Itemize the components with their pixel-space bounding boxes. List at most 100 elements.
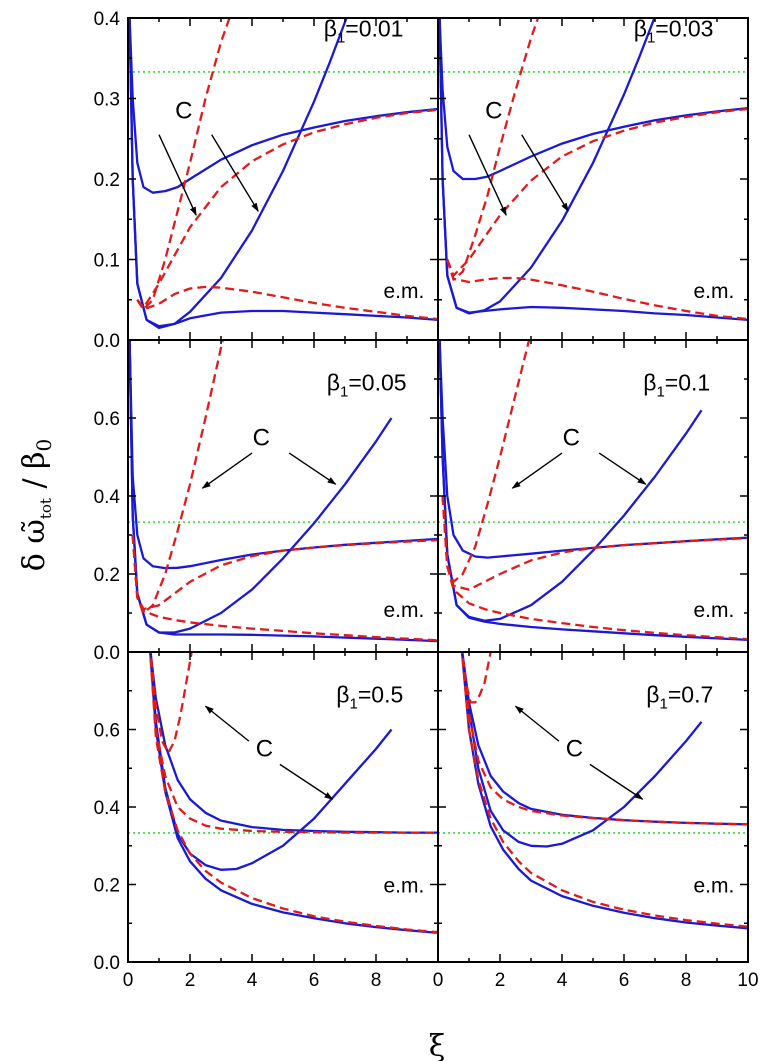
x-tick-label: 4 <box>557 970 568 991</box>
beta-symbol: β <box>327 370 340 396</box>
y-tick-label: 0.6 <box>94 409 120 430</box>
series-solid-upper <box>461 652 748 826</box>
em-label: e.m. <box>693 874 734 897</box>
y-tick-label: 0.6 <box>94 721 120 742</box>
x-tick-label: 2 <box>185 970 196 991</box>
series-dashed-em <box>446 259 748 321</box>
y-tick-label: 0.0 <box>94 331 120 352</box>
y-tick-label: 0.1 <box>94 251 120 272</box>
series-solid-parabola <box>461 652 703 848</box>
panel-label: β1=0.05 <box>327 370 407 401</box>
series-solid-parabola <box>128 18 348 330</box>
y-tick-label: 0.4 <box>94 798 121 819</box>
y-tick-label: 0.0 <box>94 643 120 664</box>
series-solid-upper <box>128 340 438 570</box>
beta-value: =0.5 <box>358 681 403 707</box>
panel-beta-0.5: 0.0 0.2 0.4 0.6 β1=0.5 Ce.m. <box>94 651 439 974</box>
beta-subscript: 1 <box>656 384 664 401</box>
annotation-arrow <box>589 763 644 800</box>
series-solid-parabola <box>438 18 656 315</box>
annotation-c: C <box>256 736 273 763</box>
series-dashed-upper <box>136 108 438 309</box>
beta-symbol: β <box>324 16 337 42</box>
beta-subscript: 1 <box>647 30 655 47</box>
beta-subscript: 1 <box>660 695 668 712</box>
annotation-arrow <box>204 705 250 742</box>
annotation-arrow <box>511 452 563 489</box>
y-tick-label: 0.2 <box>94 170 120 191</box>
annotation-arrow <box>598 452 647 485</box>
y-axis-label-main: δ ω̃ <box>17 519 52 571</box>
annotation-c: C <box>563 424 580 451</box>
annotation-arrow <box>521 134 569 212</box>
series-solid-upper <box>149 652 438 834</box>
panel-label: β1=0.01 <box>324 16 404 47</box>
x-tick-label: 6 <box>619 970 630 991</box>
panel-label: β1=0.5 <box>336 681 403 712</box>
y-tick-label: 0.4 <box>94 9 121 30</box>
beta-subscript: 1 <box>340 384 348 401</box>
em-label: e.m. <box>383 874 424 897</box>
series-dashed-upper <box>441 495 748 591</box>
series-dashed-steep <box>446 18 540 281</box>
beta-symbol: β <box>336 681 349 707</box>
annotation-arrow <box>201 452 253 489</box>
series-dashed-em <box>149 652 438 934</box>
series-dashed-upper <box>446 107 748 277</box>
annotation-c: C <box>175 98 192 125</box>
y-tick-label: 0.2 <box>94 876 120 897</box>
annotation-c: C <box>485 98 502 125</box>
series-solid-parabola <box>438 340 703 622</box>
series-solid-em <box>460 652 748 930</box>
series-solid-upper <box>128 18 438 194</box>
annotation-arrow <box>514 705 560 742</box>
em-label: e.m. <box>383 599 424 622</box>
beta-value: =0.7 <box>668 681 713 707</box>
x-tick-label: 0 <box>123 970 134 991</box>
y-axis-label: δ ω̃tot / β0 <box>17 439 56 571</box>
annotation-arrow <box>279 763 334 800</box>
beta-value: =0.05 <box>348 370 406 396</box>
panel-beta-0.1: β1=0.1 Ce.m. <box>437 339 749 653</box>
beta-value: =0.03 <box>655 16 713 42</box>
series-solid-em <box>438 18 748 322</box>
annotation-arrow <box>468 134 507 217</box>
series-solid-em <box>128 18 438 328</box>
series-solid-upper <box>438 18 748 181</box>
beta-symbol: β <box>634 16 647 42</box>
y-axis-label-rest: / β <box>17 452 52 499</box>
series-dashed-em <box>441 495 748 641</box>
beta-symbol: β <box>643 370 656 396</box>
y-tick-label: 0.2 <box>94 565 120 586</box>
series-dashed-em <box>136 285 438 321</box>
series-solid-em <box>128 340 438 643</box>
beta-subscript: 1 <box>337 30 345 47</box>
x-tick-label: 6 <box>309 970 320 991</box>
series-dashed-steep <box>149 652 193 754</box>
em-label: e.m. <box>693 280 734 303</box>
y-tick-label: 0.3 <box>94 90 120 111</box>
panel-label: β1=0.03 <box>634 16 714 47</box>
panel-beta-0.05: 0.0 0.2 0.4 0.6 β1=0.05 Ce.m. <box>94 339 439 664</box>
beta-value: =0.01 <box>345 16 403 42</box>
annotation-c: C <box>253 424 270 451</box>
series-dashed-upper <box>149 652 438 834</box>
annotation-arrow <box>211 134 259 212</box>
x-tick-label: 8 <box>371 970 382 991</box>
annotation-arrow <box>288 452 337 485</box>
x-tick-label: 8 <box>681 970 692 991</box>
panel-beta-0.7: β1=0.7 Ce.m. <box>437 651 749 963</box>
axis-labels: ξ δ ω̃tot / β0 <box>17 439 445 1061</box>
x-tick-label: 2 <box>495 970 506 991</box>
beta-symbol: β <box>646 681 659 707</box>
panel-label: β1=0.1 <box>643 370 710 401</box>
beta-subscript: 1 <box>350 695 358 712</box>
annotation-c: C <box>566 736 583 763</box>
em-label: e.m. <box>383 280 424 303</box>
em-label: e.m. <box>693 599 734 622</box>
panel-beta-0.03: β1=0.03 Ce.m. <box>437 16 749 341</box>
y-axis-label-sub: tot <box>37 498 55 519</box>
x-tick-label: 0 <box>433 970 444 991</box>
beta-value: =0.1 <box>665 370 710 396</box>
